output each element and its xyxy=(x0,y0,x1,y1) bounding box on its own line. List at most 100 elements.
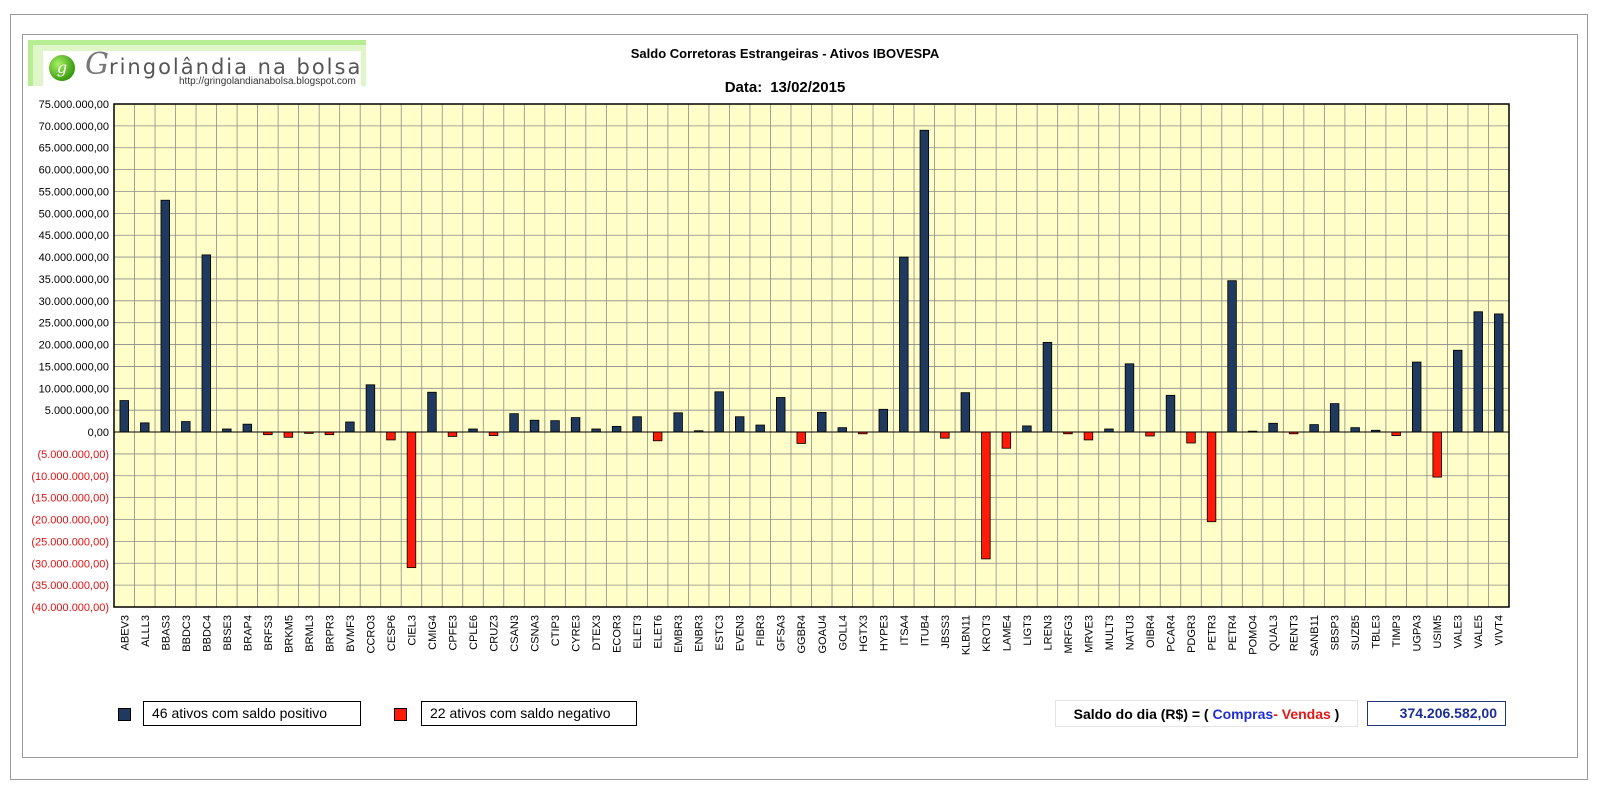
globe-icon: g xyxy=(49,55,75,81)
saldo-value: 374.206.582,00 xyxy=(1367,701,1506,726)
x-tick-label: ELET6 xyxy=(653,615,665,649)
y-tick-label: 70.000.000,00 xyxy=(39,121,109,133)
x-tick-label: CYRE3 xyxy=(571,615,583,652)
x-tick-label: QUAL3 xyxy=(1268,615,1280,651)
bar xyxy=(1206,431,1217,523)
x-tick-label: BBDC3 xyxy=(181,615,193,652)
x-tick-label: HGTX3 xyxy=(858,615,870,652)
chart-date: Data: 13/02/2015 xyxy=(640,79,930,96)
y-tick-label: 45.000.000,00 xyxy=(39,230,109,242)
bar xyxy=(1022,425,1032,433)
bar xyxy=(201,254,212,433)
y-tick-label: 20.000.000,00 xyxy=(39,340,109,352)
x-tick-label: CSNA3 xyxy=(530,615,542,652)
saldo-vendas: Vendas xyxy=(1281,706,1331,722)
bar xyxy=(1432,431,1442,478)
bar xyxy=(673,412,683,433)
saldo-prefix: Saldo do dia (R$) = ( xyxy=(1073,706,1209,722)
x-tick-label: USIM5 xyxy=(1432,615,1444,649)
bar xyxy=(1473,311,1483,433)
blog-logo[interactable]: g Gringolândia na bolsa http://gringolan… xyxy=(28,40,366,87)
x-tick-label: TIMP3 xyxy=(1391,615,1403,647)
y-tick-label: 25.000.000,00 xyxy=(39,318,109,330)
chart-frame xyxy=(22,34,1578,758)
x-tick-label: FIBR3 xyxy=(755,615,767,646)
x-tick-label: OIBR4 xyxy=(1145,615,1157,648)
x-tick-label: EVEN3 xyxy=(735,615,747,651)
bar xyxy=(1329,403,1340,433)
bar xyxy=(981,431,991,560)
bar xyxy=(345,421,355,433)
y-tick-label: 40.000.000,00 xyxy=(39,252,109,264)
x-tick-label: ECOR3 xyxy=(612,615,624,653)
bar xyxy=(365,384,376,433)
bar xyxy=(1186,431,1196,444)
bar xyxy=(1453,349,1463,433)
x-tick-label: CCRO3 xyxy=(365,615,377,654)
bar xyxy=(714,391,724,433)
x-tick-label: LREN3 xyxy=(1042,615,1054,650)
bar xyxy=(1083,431,1094,441)
x-tick-label: KLBN11 xyxy=(960,615,972,655)
bar xyxy=(386,431,396,441)
x-tick-label: SANB11 xyxy=(1309,615,1321,656)
y-tick-label: (35.000.000,00) xyxy=(31,580,109,592)
bar xyxy=(940,431,950,439)
bar xyxy=(1309,424,1319,433)
x-tick-label: ALLL3 xyxy=(140,615,152,647)
x-tick-label: GFSA3 xyxy=(776,615,788,651)
bar xyxy=(119,400,129,433)
bar xyxy=(919,129,930,433)
bar-chart: 75.000.000,00 70.000.000,00 65.000.000,00 6… xyxy=(31,99,1510,656)
bar xyxy=(960,392,971,433)
y-tick-label: 60.000.000,00 xyxy=(39,165,109,177)
legend-positive: 46 ativos com saldo positivo xyxy=(143,701,361,726)
y-tick-label: (25.000.000,00) xyxy=(31,536,109,548)
x-tick-label: CESP6 xyxy=(386,615,398,651)
x-tick-label: HYPE3 xyxy=(878,615,890,651)
x-tick-label: BRAP4 xyxy=(242,615,254,651)
bar xyxy=(1124,363,1135,433)
bar xyxy=(550,420,560,433)
y-tick-label: 30.000.000,00 xyxy=(39,296,109,308)
x-tick-label: POMO4 xyxy=(1248,615,1260,655)
logo-url[interactable]: http://gringolandianabolsa.blogspot.com xyxy=(179,76,356,87)
x-tick-label: DTEX3 xyxy=(591,615,603,650)
y-tick-label: 5.000.000,00 xyxy=(45,405,109,417)
x-tick-label: LAME4 xyxy=(1001,615,1013,651)
x-tick-label: CIEL3 xyxy=(406,615,418,646)
bar xyxy=(1001,431,1012,449)
bar xyxy=(1350,427,1360,433)
legend-negative: 22 ativos com saldo negativo xyxy=(421,701,637,726)
bar xyxy=(181,421,191,433)
bar xyxy=(488,431,499,436)
bar xyxy=(878,408,889,433)
logo-initial: G xyxy=(85,47,109,82)
y-tick-label: 50.000.000,00 xyxy=(39,208,109,220)
y-tick-label: (20.000.000,00) xyxy=(31,515,109,527)
bar xyxy=(837,427,847,433)
date-value: 13/02/2015 xyxy=(770,79,846,96)
x-tick-label: TBLE3 xyxy=(1371,615,1383,649)
saldo-separator: - xyxy=(1273,706,1278,722)
bar xyxy=(611,425,622,433)
y-tick-label: 10.000.000,00 xyxy=(39,383,109,395)
x-tick-label: ESTC3 xyxy=(714,615,726,650)
y-tick-label: 0,00 xyxy=(88,427,109,439)
x-tick-label: KROT3 xyxy=(981,615,993,652)
x-tick-label: ITUB4 xyxy=(919,615,931,646)
bar xyxy=(652,431,663,442)
x-tick-label: NATU3 xyxy=(1124,615,1136,650)
x-tick-label: GOLL4 xyxy=(837,615,849,650)
y-tick-label: 35.000.000,00 xyxy=(39,274,109,286)
x-tick-label: SUZB5 xyxy=(1350,615,1362,650)
bar xyxy=(1494,313,1504,433)
legend-negative-swatch xyxy=(394,708,407,721)
bar xyxy=(529,419,540,433)
x-tick-label: BRKM5 xyxy=(283,615,295,653)
x-tick-label: JBSS3 xyxy=(940,615,952,649)
y-tick-label: (30.000.000,00) xyxy=(31,558,109,570)
x-tick-label: ITSA4 xyxy=(899,615,911,646)
logo-text: Gringolândia na bolsa xyxy=(85,47,362,82)
x-tick-label: ELET3 xyxy=(632,615,644,649)
